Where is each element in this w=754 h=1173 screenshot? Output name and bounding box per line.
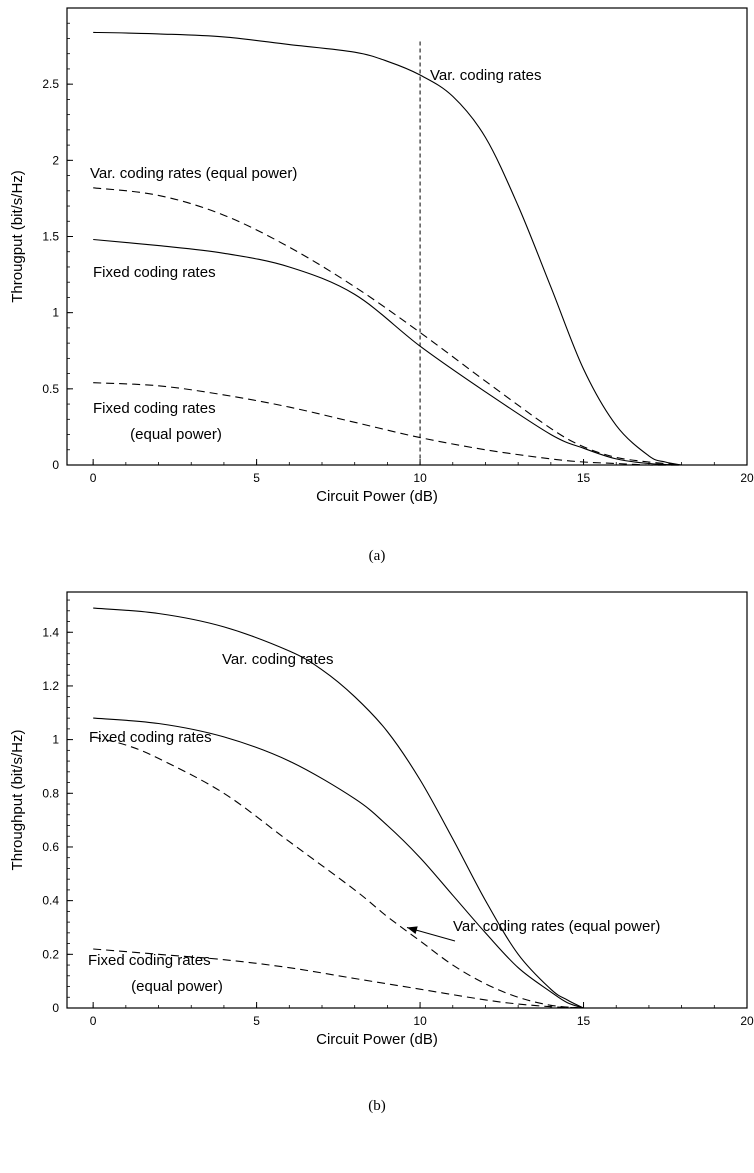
plot-frame <box>66 591 748 1009</box>
chart-a: 0 5 10 15 20 0 0.5 1 1.5 2 2.5 Circuit Power (dB) Th… <box>9 7 754 564</box>
annotation-label: (equal power) <box>130 426 222 443</box>
annotation-label: Fixed coding rates <box>89 729 212 746</box>
y-tick-label: 1.4 <box>42 625 59 639</box>
x-tick-label: 0 <box>90 1014 97 1028</box>
y-tick-label: 1 <box>52 306 59 320</box>
y-tick-label: 1.2 <box>42 679 59 693</box>
x-axis-label: Circuit Power (dB) <box>316 488 438 505</box>
x-tick-label: 5 <box>253 1014 260 1028</box>
annotation-label: Var. coding rates <box>430 67 541 84</box>
annotation-label: Var. coding rates (equal power) <box>90 165 297 182</box>
x-tick-label: 20 <box>740 471 754 485</box>
y-tick-label: 0 <box>52 1001 59 1015</box>
x-tick-label: 5 <box>253 471 260 485</box>
x-tick-label: 0 <box>90 471 97 485</box>
x-tick-label: 20 <box>740 1014 754 1028</box>
annotation-label: (equal power) <box>131 978 223 995</box>
series-line-3 <box>93 948 584 1009</box>
y-axis-label: Throughput (bit/s/Hz) <box>9 730 26 871</box>
series-line-2 <box>93 238 682 466</box>
y-tick-label: 2 <box>52 153 59 167</box>
series-line-0 <box>93 31 682 466</box>
y-tick-label: 0.5 <box>42 382 59 396</box>
y-tick-label: 0.6 <box>42 840 59 854</box>
series-line-1 <box>93 717 584 1009</box>
figure-caption: (b) <box>368 1098 386 1114</box>
arrow-head <box>407 926 418 935</box>
annotation-label: Fixed coding rates <box>93 400 216 417</box>
series-line-1 <box>93 187 682 466</box>
annotation-label: Fixed coding rates <box>88 952 211 969</box>
annotation-label: Var. coding rates <box>222 651 333 668</box>
annotation-label: Fixed coding rates <box>93 264 216 281</box>
y-tick-label: 1 <box>52 733 59 747</box>
x-tick-label: 10 <box>413 471 427 485</box>
annotation-label: Var. coding rates (equal power) <box>453 918 660 935</box>
y-tick-label: 0 <box>52 458 59 472</box>
y-tick-label: 0.4 <box>42 894 59 908</box>
plot-frame <box>66 7 748 466</box>
x-tick-label: 10 <box>413 1014 427 1028</box>
series-line-3 <box>93 382 682 466</box>
x-tick-label: 15 <box>577 1014 591 1028</box>
chart-b: 0 5 10 15 20 0 0.2 0.4 0.6 0.8 1 1.2 1.4 Circuit Powe… <box>9 591 754 1114</box>
series-line-2 <box>93 736 584 1009</box>
y-tick-label: 1.5 <box>42 230 59 244</box>
y-tick-label: 0.8 <box>42 786 59 800</box>
figure-caption: (a) <box>369 548 386 564</box>
x-axis-label: Circuit Power (dB) <box>316 1031 438 1048</box>
x-tick-label: 15 <box>577 471 591 485</box>
series-line-0 <box>93 607 584 1009</box>
y-tick-label: 0.2 <box>42 947 59 961</box>
y-axis-label: Througput (bit/s/Hz) <box>9 170 26 303</box>
y-tick-label: 2.5 <box>42 77 59 91</box>
